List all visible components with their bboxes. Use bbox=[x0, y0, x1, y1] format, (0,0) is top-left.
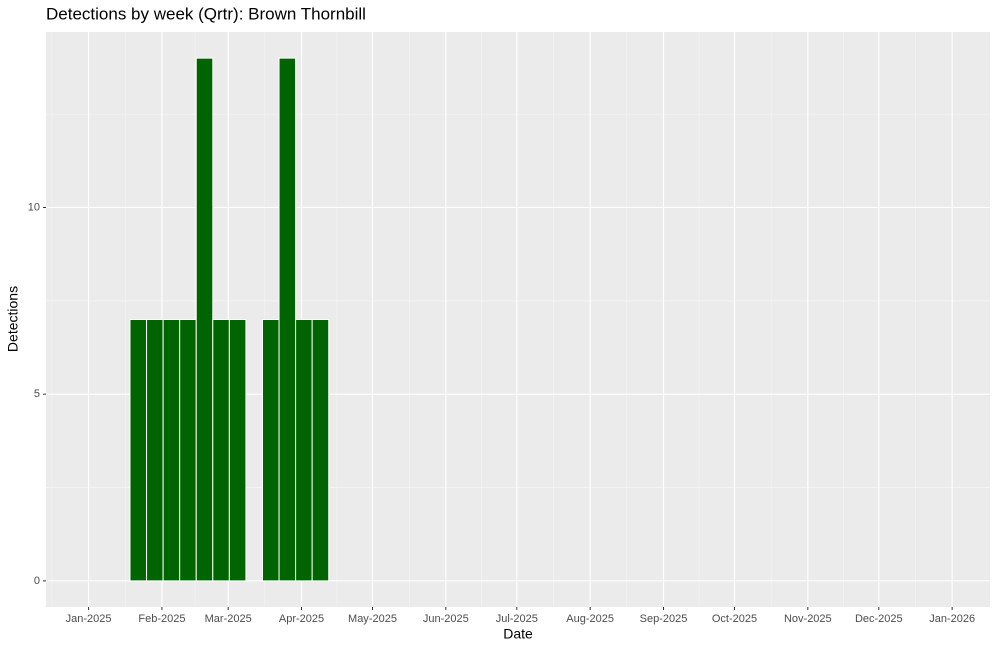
x-tick-label: Jul-2025 bbox=[496, 613, 538, 625]
bar bbox=[162, 319, 181, 582]
chart-title: Detections by week (Qrtr): Brown Thornbi… bbox=[46, 4, 366, 23]
x-tick-label: Mar-2025 bbox=[205, 613, 252, 625]
x-tick-label: Dec-2025 bbox=[855, 613, 903, 625]
y-tick-label: 0 bbox=[34, 575, 40, 587]
x-tick-label: Sep-2025 bbox=[640, 613, 688, 625]
x-tick-label: Jun-2025 bbox=[423, 613, 469, 625]
y-tick-label: 5 bbox=[34, 388, 40, 400]
x-tick-label: Oct-2025 bbox=[712, 613, 757, 625]
bar bbox=[261, 319, 280, 582]
x-tick-label: Aug-2025 bbox=[566, 613, 614, 625]
x-tick-label: Feb-2025 bbox=[138, 613, 185, 625]
x-tick-label: Jan-2025 bbox=[66, 613, 112, 625]
bar bbox=[212, 319, 230, 582]
bar bbox=[311, 319, 330, 582]
x-tick-label: Apr-2025 bbox=[279, 613, 324, 625]
bars bbox=[129, 57, 330, 582]
bar bbox=[146, 319, 164, 582]
x-axis-title: Date bbox=[503, 626, 533, 642]
bar bbox=[195, 57, 214, 582]
x-tick-label: Jan-2026 bbox=[929, 613, 975, 625]
bar bbox=[179, 319, 197, 582]
y-tick-label: 10 bbox=[28, 201, 40, 213]
x-tick-label: Nov-2025 bbox=[784, 613, 832, 625]
bar bbox=[295, 319, 313, 582]
bar bbox=[278, 57, 297, 582]
y-axis-title: Detections bbox=[5, 286, 21, 352]
x-tick-label: May-2025 bbox=[348, 613, 397, 625]
bar bbox=[228, 319, 247, 582]
bar bbox=[129, 319, 148, 582]
